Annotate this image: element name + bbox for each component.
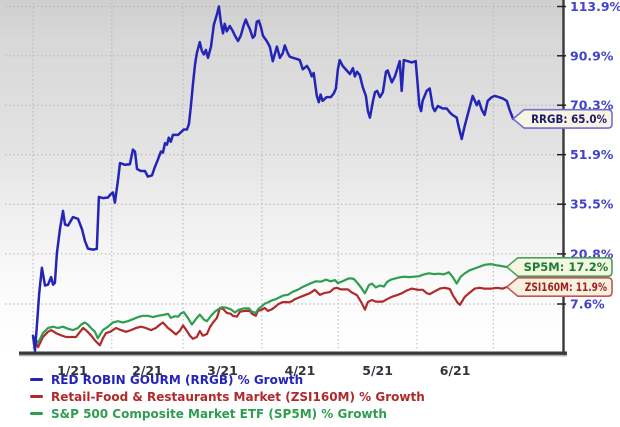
y-axis-tick-label: 7.6% xyxy=(570,297,605,312)
y-axis-tick-label: 35.5% xyxy=(570,197,614,212)
series-line-zsi160m xyxy=(31,285,508,349)
series-line-sp5m xyxy=(31,263,508,344)
callout-tag-rrgb xyxy=(511,108,613,129)
series-line-rrgb xyxy=(31,5,515,352)
y-axis-tick-label: 51.9% xyxy=(570,147,614,162)
legend-line-marker-zsi160m-icon xyxy=(30,395,43,398)
x-axis-line xyxy=(19,351,567,355)
legend-item-sp5m: S&P 500 Composite Market ETF (SP5M) % Gr… xyxy=(30,405,425,422)
legend-item-zsi160m: Retail-Food & Restaurants Market (ZSI160… xyxy=(30,388,425,405)
x-axis-tick-label: 5/21 xyxy=(362,363,393,378)
legend-label-sp5m: S&P 500 Composite Market ETF (SP5M) % Gr… xyxy=(51,406,387,421)
x-axis-tick-label: 3/21 xyxy=(207,363,238,378)
legend-label-rrgb: RED ROBIN GOURM (RRGB) % Growth xyxy=(51,372,304,387)
x-axis-tick-label: 6/21 xyxy=(440,363,471,378)
callout-tag-zsi160m xyxy=(505,277,613,297)
callout-label-rrgb: RRGB: 65.0% xyxy=(531,112,607,126)
x-axis-tick-label: 1/21 xyxy=(57,363,88,378)
legend-item-rrgb: RED ROBIN GOURM (RRGB) % Growth xyxy=(30,371,425,388)
legend-line-marker-rrgb-icon xyxy=(30,378,43,381)
legend-label-zsi160m: Retail-Food & Restaurants Market (ZSI160… xyxy=(51,389,425,404)
y-axis-tick-label: 113.9% xyxy=(570,0,620,14)
callout-tag-sp5m xyxy=(505,257,613,277)
callout-label-sp5m: SP5M: 17.2% xyxy=(524,260,609,274)
x-axis-tick-label: 4/21 xyxy=(285,363,316,378)
legend-line-marker-sp5m-icon xyxy=(30,412,43,415)
legend: RED ROBIN GOURM (RRGB) % Growth Retail-F… xyxy=(30,371,425,422)
x-axis-tick-label: 2/21 xyxy=(132,363,163,378)
y-axis-tick-label: 90.9% xyxy=(570,48,614,63)
callout-label-zsi160m: ZSI160M: 11.9% xyxy=(525,280,608,294)
x-axis-shadow xyxy=(19,354,567,357)
